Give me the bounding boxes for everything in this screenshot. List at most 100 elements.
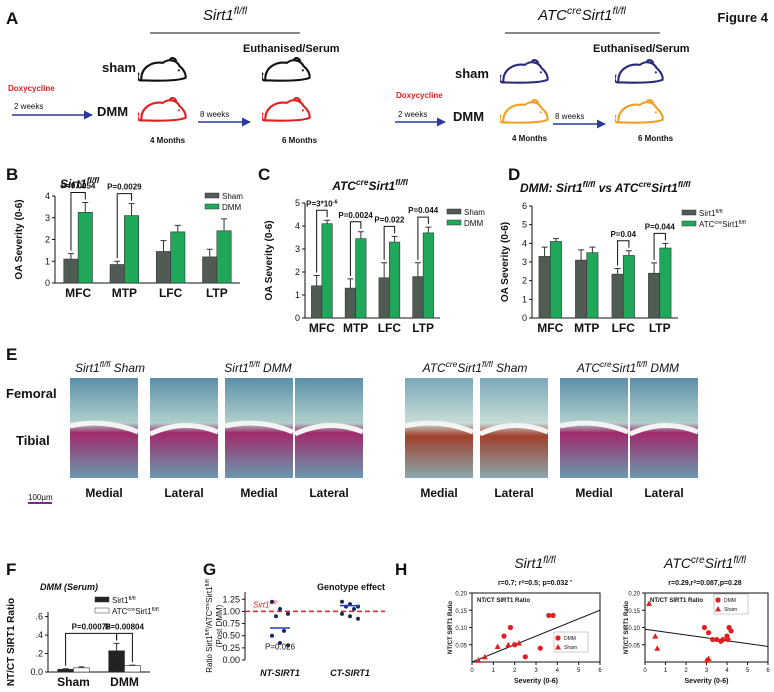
legend-label-part: fl/fl (152, 607, 159, 613)
bar (110, 265, 124, 283)
legend-label: DMM (564, 636, 576, 642)
reference-label-part: Sirt1 (253, 600, 269, 609)
stats-label: r=0.29,r2=0.087,p=0.28 (668, 579, 741, 588)
x-axis-label: Severity (0-6) (685, 678, 729, 685)
group-title-part: Sirt1 (582, 7, 613, 24)
image-header: Sirt1fl/fl DMM (224, 359, 291, 375)
legend-label: Sham (724, 607, 737, 613)
y-tick-label: .4 (35, 630, 43, 640)
legend-label: DMM (464, 219, 483, 228)
image-header-part: Sirt1 (612, 361, 637, 375)
figure-label: Figure 4 (717, 10, 768, 25)
data-point (278, 607, 282, 611)
p-value: P=0.044 (408, 206, 439, 215)
x-tick-label: NT-SIRT1 (260, 668, 300, 678)
schematic-text: 4 Months (512, 134, 548, 143)
y-tick-label: 4 (295, 221, 300, 231)
data-point (702, 625, 707, 630)
chart-title-part: vs ATC (595, 181, 639, 195)
p-value-part: -6 (333, 199, 338, 205)
chart-title-part: ATC (663, 555, 692, 571)
legend-swatch (205, 204, 219, 209)
bar (74, 668, 90, 672)
y-tick-label: 0 (522, 313, 527, 323)
bar (156, 251, 170, 283)
bar (389, 242, 399, 318)
data-point (505, 642, 511, 648)
y-tick-label: 2 (45, 235, 50, 245)
x-tick-label: 4 (556, 668, 560, 674)
bar (623, 255, 634, 318)
data-point (270, 600, 274, 604)
data-point (501, 634, 506, 639)
legend-label-part: Sirt1 (722, 220, 739, 229)
y-tick-label: 0.25 (222, 643, 240, 653)
legend-label: DMM (222, 203, 241, 212)
y-tick-label: 0.00 (222, 655, 240, 665)
chart-title-part: Sirt1 (514, 555, 543, 571)
chart-title: Sirt1fl/fl (514, 555, 556, 572)
column-label: Medial (240, 486, 277, 500)
stats-label-part: =0.087,p=0.28 (696, 580, 742, 587)
panel-label: C (258, 165, 270, 184)
schematic-text: sham (455, 66, 489, 81)
p-value-part: P=0.044 (645, 222, 676, 231)
bar (217, 231, 231, 283)
group-title: ATCcreSirt1fl/fl (537, 5, 626, 24)
legend-label-part: Sirt1 (135, 607, 152, 616)
x-axis-label: Severity (0-6) (514, 678, 558, 685)
legend-label-part: ATC (112, 607, 128, 616)
group-title-part: fl/fl (612, 5, 626, 17)
mouse-icon (262, 98, 310, 121)
x-tick-label: LTP (206, 286, 228, 300)
y-axis-label: (Post DMM) (215, 604, 224, 647)
x-tick-label: 5 (746, 668, 750, 674)
y-tick-label: 3 (522, 257, 527, 267)
bar (64, 259, 78, 283)
legend-label: Sirt1fl/fl (112, 596, 136, 605)
p-value: P=0.044 (645, 222, 676, 231)
mouse-icon (615, 60, 663, 83)
x-tick-label: MFC (537, 321, 563, 335)
stats-label: r=0.7; r2=0.5; p=0.032 * (498, 579, 572, 588)
y-tick-label: 5 (522, 220, 527, 230)
stats-label-part: r=0.7; r (498, 580, 522, 587)
y-tick-label: 0.10 (455, 626, 467, 632)
bar (203, 257, 217, 283)
x-tick-label: 3 (705, 668, 709, 674)
legend-swatch (682, 221, 696, 226)
data-point (725, 637, 730, 642)
chart-title-part: Sirt1 (651, 181, 678, 195)
y-tick-label: 0.05 (455, 643, 467, 649)
y-axis-label-part: Ratio Sirt1 (205, 635, 214, 673)
p-value-part: P=0.044 (408, 206, 439, 215)
panel-label: E (6, 345, 17, 364)
error-bar (324, 220, 330, 223)
p-value-part: P=3*10 (306, 199, 333, 208)
error-bar (347, 279, 353, 288)
error-bar (553, 239, 559, 242)
x-tick-label: 2 (513, 668, 517, 674)
image-header-part: DMM (647, 361, 679, 375)
schematic-text: Doxycycline (8, 84, 55, 93)
schematic-text: 6 Months (638, 134, 674, 143)
data-point (654, 645, 660, 651)
inner-label: NT/CT SIRT1 Ratio (477, 598, 530, 604)
bar (587, 253, 598, 318)
error-bar (425, 227, 431, 233)
legend-swatch (95, 597, 109, 602)
legend-swatch (447, 220, 461, 225)
legend-swatch (95, 608, 109, 613)
chart-title-part: DMM: Sirt1 (520, 181, 583, 195)
schematic-text: 2 weeks (14, 102, 43, 111)
legend-swatch (682, 210, 696, 215)
legend-label-part: ATC (699, 220, 715, 229)
y-tick-label: 0.75 (222, 619, 240, 629)
chart-title: ATCcreSirt1fl/fl (663, 555, 747, 572)
image-header: Sirt1fl/fl Sham (75, 359, 145, 375)
y-tick-label: 0.50 (222, 631, 240, 641)
legend-label-part: Sham (222, 192, 243, 201)
column-label: Medial (575, 486, 612, 500)
p-value-part: P=0.00804 (105, 622, 144, 631)
